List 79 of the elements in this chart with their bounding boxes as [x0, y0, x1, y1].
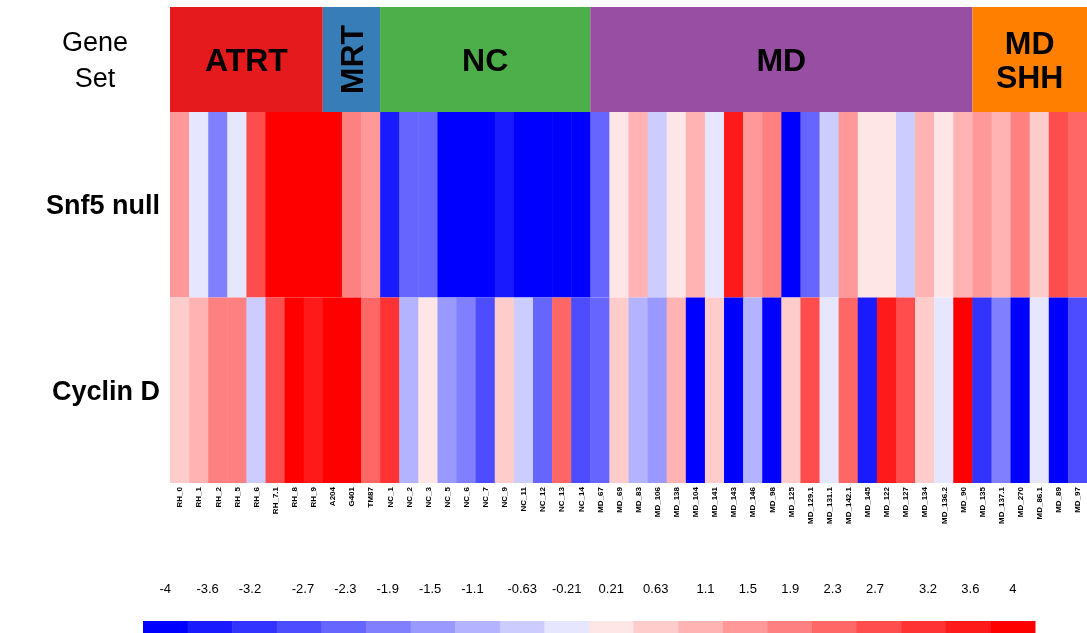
x-tick-label: MD_135	[977, 486, 987, 518]
x-tick-label: MD_137.1	[996, 486, 1006, 524]
series-label: MRT	[333, 24, 370, 95]
y-tick-label: Snf5 null	[46, 190, 160, 221]
y-tick-label: Cyclin D	[51, 375, 160, 406]
x-tick-label: MD_136.2	[939, 486, 949, 524]
x-tick-label: A204	[328, 486, 338, 507]
x-tick-label: MD_106	[652, 486, 662, 518]
x-tick-label: NC_13	[557, 486, 567, 512]
x-tick-label: MD_143	[729, 486, 739, 518]
x-tick-label: MD_145	[863, 486, 873, 518]
x-tick-label: MD_270	[1015, 486, 1025, 518]
color-bar-label: 2.3	[823, 580, 842, 596]
x-tick-label: NC_9	[500, 486, 510, 508]
x-tick-label: NC_5	[442, 486, 452, 508]
x-tick-label: G401	[347, 486, 357, 507]
x-tick-label: TM87	[366, 486, 376, 508]
color-bar-label: -4	[159, 580, 172, 596]
x-tick-label: MD_86.1	[1035, 486, 1045, 520]
series-label: MD	[756, 41, 807, 78]
color-bar-label: -1.9	[376, 580, 399, 596]
color-bar-label: 0.63	[643, 580, 669, 596]
x-tick-label: NC_11	[519, 486, 529, 512]
x-tick-label: NC_7	[481, 486, 491, 508]
color-bar-label: 1.1	[696, 580, 715, 596]
x-tick-label: MD_131.1	[824, 486, 834, 524]
color-bar-label: -0.63	[507, 580, 538, 596]
color-bar-label: 1.5	[738, 580, 757, 596]
color-bar-label: 1.9	[781, 580, 800, 596]
x-tick-label: RH_8	[289, 486, 299, 508]
color-bar-label: -3.2	[238, 580, 262, 596]
x-tick-label: MD_90	[958, 486, 968, 513]
bar	[380, 7, 591, 112]
x-tick-label: MD_141	[710, 486, 720, 518]
color-bar-label: -0.21	[551, 580, 582, 596]
x-tick-label: MD_127	[901, 486, 911, 518]
color-bar-label: -2.3	[334, 580, 357, 596]
color-bar-label: -1.5	[418, 580, 442, 596]
series-label: NC	[462, 41, 509, 78]
color-bar-label: -1.1	[461, 580, 484, 596]
x-tick-label: MD_138	[672, 486, 682, 518]
x-tick-label: RH_0	[175, 486, 185, 508]
x-tick-label: MD_146	[748, 486, 758, 518]
x-tick-label: NC_6	[461, 486, 471, 508]
x-tick-label: MD_83	[633, 486, 643, 513]
x-tick-label: MD_89	[1054, 486, 1064, 513]
color-bar-label: -2.7	[291, 580, 315, 596]
color-bar-label: 3.6	[961, 580, 980, 596]
x-tick-label: NC_12	[538, 486, 548, 512]
x-tick-label: MD_97	[1073, 486, 1083, 513]
color-bar-label: 3.2	[918, 580, 938, 596]
color-bar-label: 2.7	[865, 580, 885, 596]
x-tick-label: MD_67	[595, 486, 605, 513]
bar	[170, 7, 323, 112]
series-label: ATRT	[204, 41, 289, 78]
x-tick-label: RH_9	[309, 486, 319, 508]
x-tick-label: NC_3	[423, 486, 433, 508]
x-tick-label: MD_125	[786, 486, 796, 518]
color-bar-label: -3.6	[196, 580, 219, 596]
x-tick-label: RH_6	[251, 486, 261, 508]
bar	[590, 7, 973, 112]
x-tick-label: MD_129.1	[805, 486, 815, 524]
x-tick-label: RH_7.1	[270, 486, 280, 515]
x-tick-label: RH_1	[194, 486, 204, 508]
x-tick-label: MD_122	[882, 486, 892, 518]
x-tick-label: RH_2	[213, 486, 223, 508]
color-bar-label: 4	[1009, 580, 1017, 596]
series-label: MD SHH	[995, 24, 1064, 95]
x-tick-label: MD_98	[767, 486, 777, 513]
x-tick-label: MD_69	[614, 486, 624, 513]
x-tick-label: NC_14	[576, 486, 586, 512]
x-tick-label: MD_104	[691, 486, 701, 518]
x-tick-label: MD_134	[920, 486, 930, 518]
y-tick-label: Gene Set	[61, 26, 129, 93]
x-tick-label: NC_2	[404, 486, 414, 508]
x-tick-label: RH_5	[232, 486, 242, 508]
x-tick-label: NC_1	[385, 486, 395, 508]
color-bar-label: 0.21	[598, 580, 624, 596]
x-tick-label: MD_142.1	[844, 486, 853, 524]
